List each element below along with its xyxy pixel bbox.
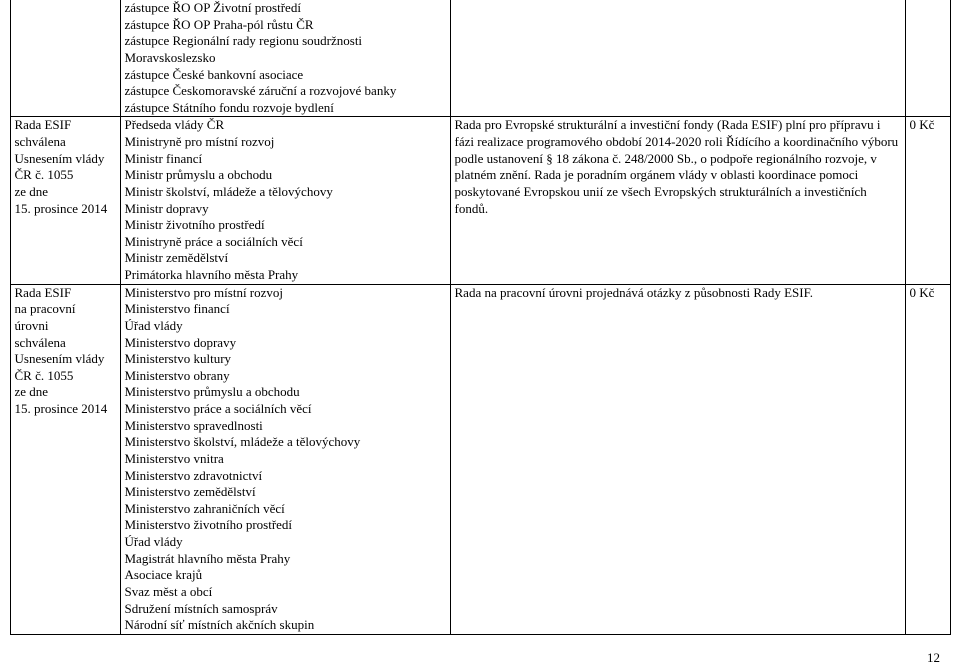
cell-amount: 0 Kč <box>905 117 950 284</box>
table-row: Rada ESIFschválenaUsnesením vládyČR č. 1… <box>10 117 950 284</box>
cell-description: Rada pro Evropské strukturální a investi… <box>450 117 905 284</box>
cell-line: Ministerstvo spravedlnosti <box>125 418 446 435</box>
page-number: 12 <box>927 650 940 666</box>
cell-line: Primátorka hlavního města Prahy <box>125 267 446 284</box>
cell-line: Národní síť místních akčních skupin <box>125 617 446 634</box>
cell-name <box>10 0 120 117</box>
cell-description: Rada na pracovní úrovni projednává otázk… <box>450 284 905 634</box>
cell-line: Ministerstvo životního prostředí <box>125 517 446 534</box>
cell-line: Rada pro Evropské strukturální a investi… <box>455 117 901 217</box>
cell-line: Ministryně pro místní rozvoj <box>125 134 446 151</box>
cell-line: zástupce ŘO OP Životní prostředí <box>125 0 446 17</box>
cell-line: Ministerstvo průmyslu a obchodu <box>125 384 446 401</box>
cell-line: Rada ESIF <box>15 285 116 302</box>
cell-line: zástupce Regionální rady regionu soudržn… <box>125 33 446 66</box>
cell-line: Rada ESIF <box>15 117 116 134</box>
cell-line: Ministr životního prostředí <box>125 217 446 234</box>
cell-line: zástupce Českomoravské záruční a rozvojo… <box>125 83 446 100</box>
cell-name: Rada ESIFna pracovníúrovnischválenaUsnes… <box>10 284 120 634</box>
cell-line: Úřad vlády <box>125 534 446 551</box>
table-row: zástupce ŘO OP Životní prostředízástupce… <box>10 0 950 117</box>
cell-members: Předseda vlády ČRMinistryně pro místní r… <box>120 117 450 284</box>
table-row: Rada ESIFna pracovníúrovnischválenaUsnes… <box>10 284 950 634</box>
cell-line: Ministerstvo zemědělství <box>125 484 446 501</box>
cell-line: Ministr dopravy <box>125 201 446 218</box>
cell-line: ze dne <box>15 384 116 401</box>
cell-line: Úřad vlády <box>125 318 446 335</box>
cell-amount: 0 Kč <box>905 284 950 634</box>
cell-line: schválena <box>15 335 116 352</box>
cell-line: Ministryně práce a sociálních věcí <box>125 234 446 251</box>
cell-line: na pracovní <box>15 301 116 318</box>
cell-line: Ministr školství, mládeže a tělovýchovy <box>125 184 446 201</box>
cell-line: Ministerstvo školství, mládeže a tělovýc… <box>125 434 446 451</box>
cell-line: Ministerstvo dopravy <box>125 335 446 352</box>
cell-line: Usnesením vlády <box>15 151 116 168</box>
cell-line: Ministerstvo práce a sociálních věcí <box>125 401 446 418</box>
cell-line: Předseda vlády ČR <box>125 117 446 134</box>
cell-line: Svaz měst a obcí <box>125 584 446 601</box>
cell-line: Ministerstvo pro místní rozvoj <box>125 285 446 302</box>
document-table: zástupce ŘO OP Životní prostředízástupce… <box>10 0 951 635</box>
cell-line: Magistrát hlavního města Prahy <box>125 551 446 568</box>
cell-line: ze dne <box>15 184 116 201</box>
cell-members: Ministerstvo pro místní rozvojMinisterst… <box>120 284 450 634</box>
cell-line: Ministerstvo obrany <box>125 368 446 385</box>
cell-line: ČR č. 1055 <box>15 368 116 385</box>
cell-members: zástupce ŘO OP Životní prostředízástupce… <box>120 0 450 117</box>
cell-line: Ministerstvo zdravotnictví <box>125 468 446 485</box>
cell-line: zástupce České bankovní asociace <box>125 67 446 84</box>
cell-line: ČR č. 1055 <box>15 167 116 184</box>
cell-line: Ministerstvo kultury <box>125 351 446 368</box>
cell-line: Ministerstvo zahraničních věcí <box>125 501 446 518</box>
cell-line: Ministr financí <box>125 151 446 168</box>
cell-line: Sdružení místních samospráv <box>125 601 446 618</box>
cell-line: Ministerstvo vnitra <box>125 451 446 468</box>
cell-line: Ministr průmyslu a obchodu <box>125 167 446 184</box>
cell-line: zástupce ŘO OP Praha-pól růstu ČR <box>125 17 446 34</box>
cell-line: 15. prosince 2014 <box>15 401 116 418</box>
cell-line: Asociace krajů <box>125 567 446 584</box>
cell-line: Usnesením vlády <box>15 351 116 368</box>
cell-line: Ministr zemědělství <box>125 250 446 267</box>
cell-line: zástupce Státního fondu rozvoje bydlení <box>125 100 446 117</box>
cell-line: Rada na pracovní úrovni projednává otázk… <box>455 285 901 302</box>
cell-line: schválena <box>15 134 116 151</box>
cell-line: Ministerstvo financí <box>125 301 446 318</box>
cell-description <box>450 0 905 117</box>
cell-line: úrovni <box>15 318 116 335</box>
cell-amount <box>905 0 950 117</box>
cell-name: Rada ESIFschválenaUsnesením vládyČR č. 1… <box>10 117 120 284</box>
cell-line: 15. prosince 2014 <box>15 201 116 218</box>
